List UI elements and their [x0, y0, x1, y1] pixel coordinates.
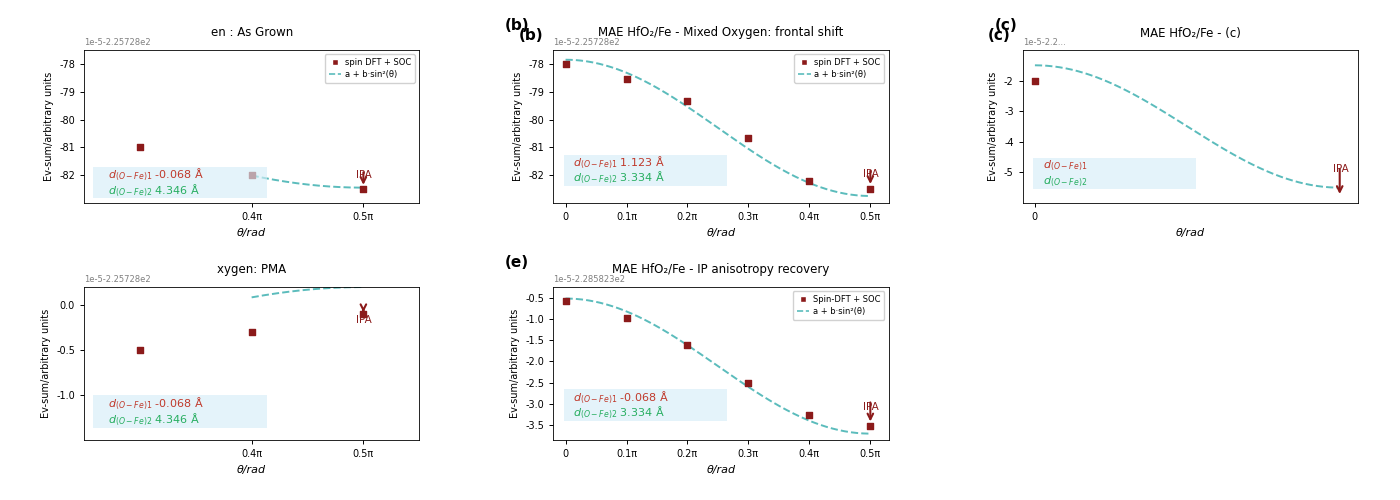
Point — [554, 60, 577, 68]
Text: $d_{(O-Fe)1}$: $d_{(O-Fe)1}$ — [1043, 159, 1088, 174]
Text: IPA: IPA — [864, 402, 879, 412]
Text: $d_{(O-Fe)1}$ -0.068 Å: $d_{(O-Fe)1}$ -0.068 Å — [574, 390, 669, 406]
Point — [353, 310, 375, 318]
Text: IPA: IPA — [1333, 164, 1348, 174]
Point — [738, 134, 760, 141]
Point — [129, 346, 151, 354]
Title: xygen: PMA: xygen: PMA — [217, 263, 286, 276]
Point — [353, 185, 375, 193]
Text: IPA: IPA — [864, 168, 879, 178]
Text: $d_{(O-Fe)1}$ -0.068 Å: $d_{(O-Fe)1}$ -0.068 Å — [108, 167, 204, 184]
Y-axis label: Ev-sum/arbitrary units: Ev-sum/arbitrary units — [988, 72, 998, 181]
FancyBboxPatch shape — [564, 154, 727, 186]
Point — [1023, 76, 1046, 84]
Legend: spin DFT + SOC, a + b·sin²(θ): spin DFT + SOC, a + b·sin²(θ) — [794, 54, 885, 83]
Text: 1e-5-2.25728e2: 1e-5-2.25728e2 — [553, 38, 620, 47]
Text: (c): (c) — [995, 18, 1018, 33]
Text: IPA: IPA — [356, 315, 372, 325]
Text: IPA: IPA — [356, 170, 372, 180]
Text: $d_{(O-Fe)2}$ 3.334 Å: $d_{(O-Fe)2}$ 3.334 Å — [574, 404, 665, 421]
Text: 1e-5-2.25728e2: 1e-5-2.25728e2 — [84, 38, 151, 47]
X-axis label: θ/rad: θ/rad — [237, 228, 266, 237]
Text: $d_{(O-Fe)1}$ -0.068 Å: $d_{(O-Fe)1}$ -0.068 Å — [108, 396, 204, 412]
Point — [129, 144, 151, 152]
Text: 1e-5-2.285823e2: 1e-5-2.285823e2 — [553, 275, 626, 284]
Point — [554, 297, 577, 305]
Title: en : As Grown: en : As Grown — [210, 26, 293, 39]
Point — [241, 171, 263, 179]
X-axis label: θ/rad: θ/rad — [1176, 228, 1205, 237]
Point — [676, 342, 699, 349]
Y-axis label: Ev-sum/arbitrary units: Ev-sum/arbitrary units — [43, 72, 53, 181]
Point — [798, 176, 820, 184]
Text: (e): (e) — [504, 255, 528, 270]
Point — [616, 314, 638, 322]
FancyBboxPatch shape — [1033, 158, 1197, 190]
Point — [676, 98, 699, 106]
Text: $d_{(O-Fe)2}$ 4.346 Å: $d_{(O-Fe)2}$ 4.346 Å — [108, 182, 200, 198]
Point — [241, 328, 263, 336]
FancyBboxPatch shape — [564, 390, 727, 421]
Y-axis label: Ev-sum/arbitrary units: Ev-sum/arbitrary units — [510, 309, 519, 418]
Text: $d_{(O-Fe)2}$ 4.346 Å: $d_{(O-Fe)2}$ 4.346 Å — [108, 411, 200, 428]
X-axis label: θ/rad: θ/rad — [707, 228, 735, 237]
FancyBboxPatch shape — [94, 396, 267, 428]
Title: MAE HfO₂/Fe - (c): MAE HfO₂/Fe - (c) — [1140, 26, 1240, 39]
Text: $d_{(O-Fe)2}$: $d_{(O-Fe)2}$ — [1043, 174, 1088, 188]
Title: MAE HfO₂/Fe - IP anisotropy recovery: MAE HfO₂/Fe - IP anisotropy recovery — [612, 263, 830, 276]
X-axis label: θ/rad: θ/rad — [707, 464, 735, 474]
Point — [860, 185, 882, 193]
FancyBboxPatch shape — [94, 167, 267, 198]
Point — [860, 422, 882, 430]
Text: 1e-5-2.25728e2: 1e-5-2.25728e2 — [84, 275, 151, 284]
Text: 1e-5-2.2...: 1e-5-2.2... — [1023, 38, 1065, 47]
Legend: Spin-DFT + SOC, a + b·sin²(θ): Spin-DFT + SOC, a + b·sin²(θ) — [792, 291, 885, 320]
Title: MAE HfO₂/Fe - Mixed Oxygen: frontal shift: MAE HfO₂/Fe - Mixed Oxygen: frontal shif… — [598, 26, 844, 39]
Legend: spin DFT + SOC, a + b·sin²(θ): spin DFT + SOC, a + b·sin²(θ) — [325, 54, 414, 83]
Text: $d_{(O-Fe)1}$ 1.123 Å: $d_{(O-Fe)1}$ 1.123 Å — [574, 154, 665, 171]
Y-axis label: Ev-sum/arbitrary units: Ev-sum/arbitrary units — [41, 309, 50, 418]
Y-axis label: Ev-sum/arbitrary units: Ev-sum/arbitrary units — [512, 72, 524, 181]
Point — [738, 380, 760, 388]
Text: (c): (c) — [988, 28, 1011, 43]
Text: (b): (b) — [518, 28, 543, 43]
Point — [616, 75, 638, 83]
Text: (b): (b) — [504, 18, 529, 33]
X-axis label: θ/rad: θ/rad — [237, 464, 266, 474]
Point — [798, 410, 820, 418]
Text: $d_{(O-Fe)2}$ 3.334 Å: $d_{(O-Fe)2}$ 3.334 Å — [574, 170, 665, 186]
